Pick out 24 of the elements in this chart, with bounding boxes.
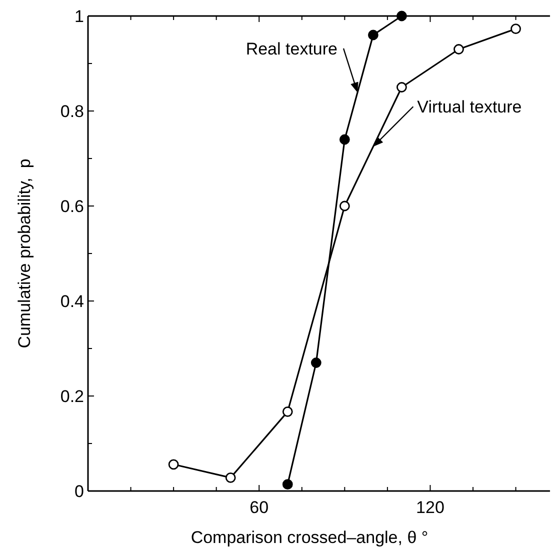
y-tick-label: 0.6 — [60, 196, 84, 216]
point — [339, 134, 350, 145]
point — [225, 472, 236, 483]
point — [168, 459, 179, 470]
point — [454, 44, 464, 54]
point — [396, 82, 407, 92]
point — [339, 200, 350, 212]
point — [510, 24, 521, 34]
point — [282, 406, 293, 417]
point — [310, 358, 322, 368]
y-tick-label: 0 — [74, 482, 84, 501]
point — [368, 30, 378, 40]
x-tick-label: 60 — [250, 498, 269, 517]
legend-label: Real texture — [246, 39, 338, 58]
point — [282, 479, 293, 490]
y-axis-title: Cumulative probability, p — [15, 158, 34, 348]
y-tick-label: 0.4 — [60, 292, 84, 311]
series-label: Virtual texture — [417, 98, 522, 117]
y-tick-label: 0.2 — [60, 386, 84, 406]
point — [396, 10, 407, 22]
y-tick-label: 0.8 — [60, 102, 84, 121]
y-tick-label: 1 — [74, 6, 84, 26]
x-tick-label: 120 — [416, 498, 444, 517]
x-axis-title: Comparison crossed–angle, θ ° — [190, 528, 428, 547]
